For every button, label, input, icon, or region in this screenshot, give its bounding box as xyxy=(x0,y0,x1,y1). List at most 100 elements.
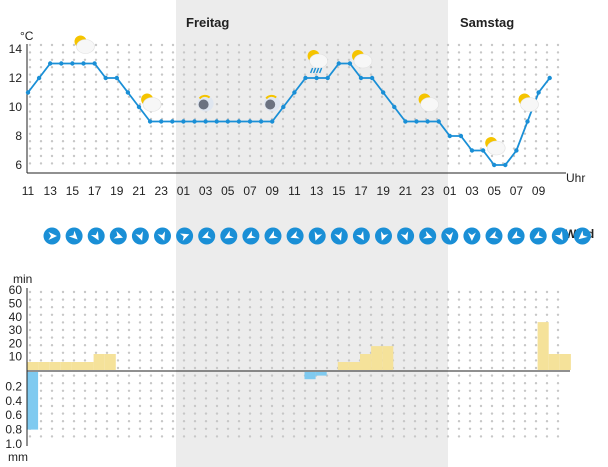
wind-direction-icon xyxy=(463,227,481,245)
grid-dot xyxy=(160,298,164,301)
grid-dot xyxy=(171,51,175,54)
grid-dot xyxy=(248,366,252,370)
grid-dot xyxy=(446,328,450,332)
grid-dot xyxy=(325,140,329,143)
grid-dot xyxy=(358,382,362,385)
grid-dot xyxy=(248,435,252,438)
grid-dot xyxy=(325,80,329,84)
grid-dot xyxy=(61,154,65,158)
grid-dot xyxy=(369,328,373,332)
grid-dot xyxy=(281,306,285,309)
grid-dot xyxy=(72,162,76,165)
grid-dot xyxy=(94,321,98,324)
grid-dot xyxy=(380,80,384,84)
grid-dot xyxy=(50,435,54,438)
grid-dot xyxy=(237,389,241,392)
grid-dot xyxy=(490,290,494,294)
grid-dot xyxy=(237,420,241,423)
grid-dot xyxy=(501,80,505,84)
grid-dot xyxy=(215,397,219,400)
grid-dot xyxy=(424,397,428,400)
grid-dot xyxy=(358,80,362,84)
grid-dot xyxy=(468,321,472,324)
grid-dot xyxy=(259,427,263,430)
grid-dot xyxy=(424,298,428,301)
sunshine-bar xyxy=(360,354,372,370)
grid-dot xyxy=(193,66,197,69)
hour-tick-label: 21 xyxy=(399,184,413,198)
grid-dot xyxy=(215,420,219,423)
wind-arrow xyxy=(135,231,143,241)
grid-dot xyxy=(237,321,241,324)
grid-dot xyxy=(556,427,560,430)
wind-arrow xyxy=(314,231,323,241)
grid-dot xyxy=(413,366,417,370)
temperature-tick-label: 10 xyxy=(9,100,23,114)
grid-dot xyxy=(248,125,252,128)
grid-dot xyxy=(248,110,252,113)
grid-dot xyxy=(28,51,32,54)
grid-dot xyxy=(468,306,472,309)
day-label-friday: Freitag xyxy=(186,15,229,30)
grid-dot xyxy=(149,313,153,316)
grid-dot xyxy=(380,306,384,309)
grid-dot xyxy=(248,88,252,91)
grid-dot xyxy=(39,404,43,408)
grid-dot xyxy=(490,382,494,385)
grid-dot xyxy=(226,306,230,309)
grid-dot xyxy=(457,88,461,91)
sunshine-bar xyxy=(537,322,549,370)
grid-dot xyxy=(116,290,120,294)
grid-dot xyxy=(281,140,285,143)
grid-dot xyxy=(490,313,494,316)
grid-dot xyxy=(204,43,208,47)
grid-dot xyxy=(204,51,208,54)
grid-dot xyxy=(391,397,395,400)
grid-dot xyxy=(490,117,494,121)
grid-dot xyxy=(369,43,373,47)
grid-dot xyxy=(380,298,384,301)
temperature-point xyxy=(525,119,530,124)
grid-dot xyxy=(347,162,351,165)
grid-dot xyxy=(204,351,208,354)
grid-dot xyxy=(204,73,208,76)
temperature-point xyxy=(48,61,53,66)
grid-dot xyxy=(391,344,395,347)
icon-cloud xyxy=(420,97,439,112)
grid-dot xyxy=(501,290,505,294)
grid-dot xyxy=(413,389,417,392)
grid-dot xyxy=(435,404,439,408)
sun-cloud-icon xyxy=(485,137,506,156)
grid-dot xyxy=(281,95,285,99)
grid-dot xyxy=(259,420,263,423)
grid-dot xyxy=(171,321,175,324)
grid-dot xyxy=(391,73,395,76)
grid-dot xyxy=(94,351,98,354)
grid-dot xyxy=(325,351,329,354)
grid-dot xyxy=(336,88,340,91)
grid-dot xyxy=(226,88,230,91)
grid-dot xyxy=(545,404,549,408)
grid-dot xyxy=(523,140,527,143)
grid-dot xyxy=(468,66,472,69)
grid-dot xyxy=(424,427,428,430)
grid-dot xyxy=(336,51,340,54)
grid-dot xyxy=(347,321,351,324)
grid-dot xyxy=(292,313,296,316)
grid-dot xyxy=(490,73,494,76)
grid-dot xyxy=(226,140,230,143)
grid-dot xyxy=(556,397,560,400)
grid-dot xyxy=(237,43,241,47)
grid-dot xyxy=(270,328,274,332)
grid-dot xyxy=(215,344,219,347)
grid-dot xyxy=(303,306,307,309)
temperature-point xyxy=(81,61,86,66)
grid-dot xyxy=(149,43,153,47)
grid-dot xyxy=(193,132,197,135)
grid-dot xyxy=(380,66,384,69)
grid-dot xyxy=(182,140,186,143)
grid-dot xyxy=(512,435,516,438)
grid-dot xyxy=(259,147,263,150)
grid-dot xyxy=(413,147,417,150)
grid-dot xyxy=(39,397,43,400)
